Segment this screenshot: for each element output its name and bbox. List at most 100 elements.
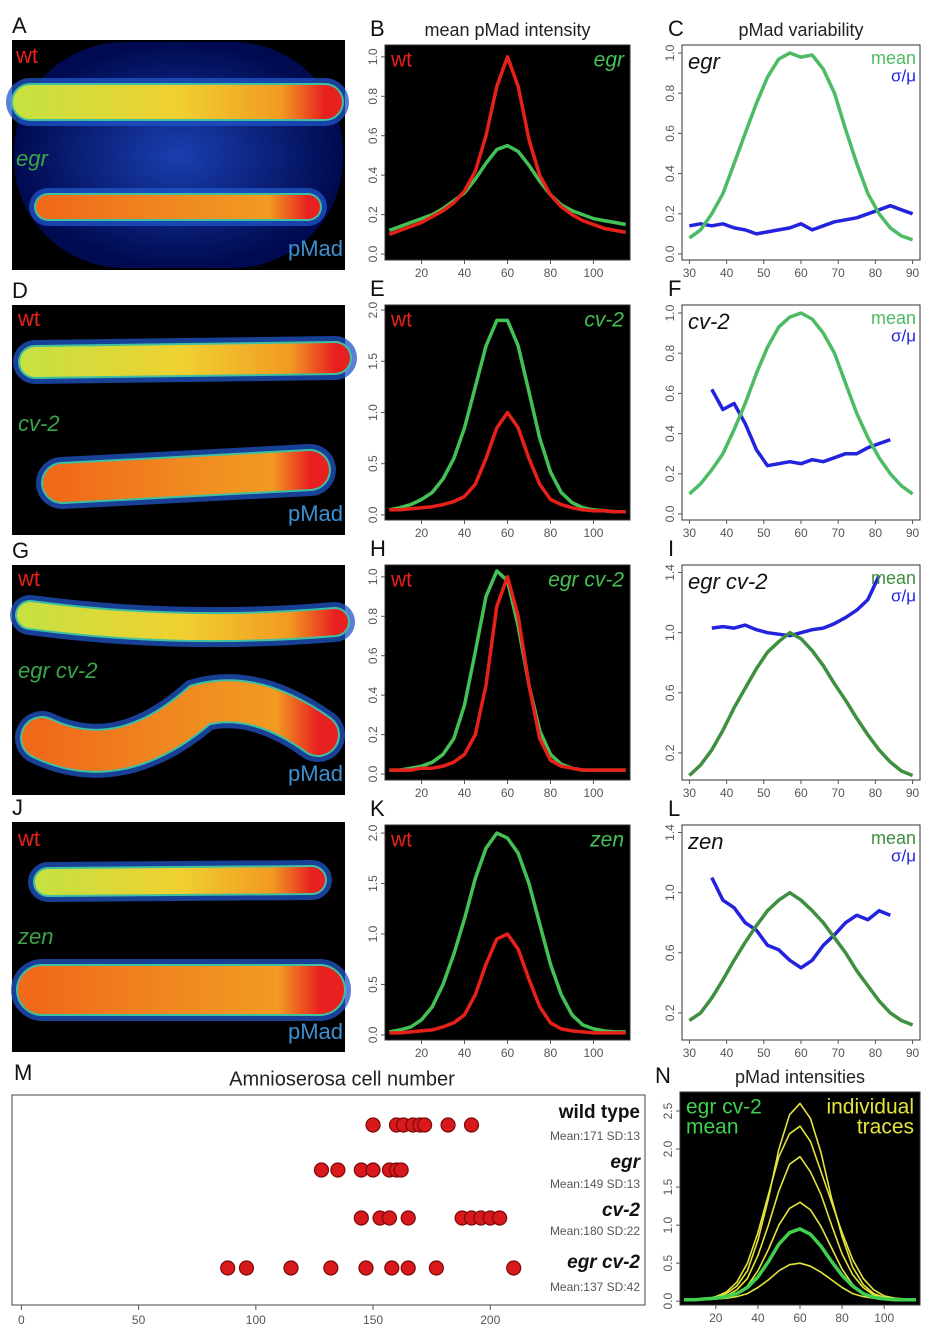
y-tick-label: 0.8 bbox=[366, 88, 380, 105]
y-tick-label: 0.6 bbox=[366, 647, 380, 664]
x-tick-label: 40 bbox=[720, 266, 734, 280]
panel-letter: F bbox=[668, 276, 681, 301]
x-tick-label: 0 bbox=[18, 1313, 25, 1327]
legend-label: egr bbox=[594, 49, 625, 72]
y-tick-label: 0.2 bbox=[663, 1004, 677, 1021]
category-label: cv-2 bbox=[602, 1200, 640, 1221]
x-tick-label: 40 bbox=[458, 1046, 472, 1060]
series-line bbox=[389, 410, 626, 514]
mutant-label: zen bbox=[17, 924, 53, 949]
y-tick-label: 0.0 bbox=[366, 1026, 380, 1043]
chart-title: pMad variability bbox=[738, 20, 863, 40]
y-tick-label: 1.0 bbox=[663, 44, 677, 61]
series-line bbox=[684, 1125, 916, 1301]
x-tick-label: 90 bbox=[906, 266, 920, 280]
legend-label: egr cv-2 bbox=[686, 1096, 762, 1119]
y-tick-label: 2.0 bbox=[661, 1140, 675, 1157]
x-tick-label: 50 bbox=[757, 266, 771, 280]
annotation: zen bbox=[687, 829, 723, 854]
y-tick-label: 0.5 bbox=[366, 455, 380, 472]
x-tick-label: 80 bbox=[869, 526, 883, 540]
legend-label: σ/μ bbox=[891, 66, 916, 85]
series-line bbox=[389, 575, 626, 772]
y-tick-label: 0.5 bbox=[661, 1254, 675, 1271]
series-line bbox=[710, 876, 891, 970]
panel-letter: D bbox=[12, 278, 28, 303]
y-tick-label: 1.0 bbox=[366, 568, 380, 585]
y-tick-label: 0.5 bbox=[366, 976, 380, 993]
x-tick-label: 60 bbox=[501, 1046, 515, 1060]
dot bbox=[393, 1162, 409, 1178]
stats-label: Mean:149 SD:13 bbox=[550, 1177, 640, 1191]
x-tick-label: 100 bbox=[874, 1311, 894, 1325]
x-tick-label: 60 bbox=[501, 266, 515, 280]
panel-letter: K bbox=[370, 796, 385, 821]
x-tick-label: 100 bbox=[583, 526, 603, 540]
x-tick-label: 20 bbox=[415, 1046, 429, 1060]
y-tick-label: 0.6 bbox=[366, 127, 380, 144]
egg-outline bbox=[14, 42, 343, 268]
y-tick-label: 1.4 bbox=[663, 564, 677, 581]
panel-letter: M bbox=[14, 1060, 32, 1085]
legend-label: mean bbox=[871, 828, 916, 848]
dot bbox=[313, 1162, 330, 1178]
x-tick-label: 80 bbox=[544, 266, 558, 280]
embryo-signal bbox=[43, 451, 329, 502]
y-tick-label: 0.2 bbox=[663, 744, 677, 761]
x-tick-label: 60 bbox=[501, 526, 515, 540]
x-tick-label: 100 bbox=[583, 1046, 603, 1060]
dot bbox=[220, 1260, 236, 1276]
dot bbox=[358, 1260, 374, 1276]
x-tick-label: 80 bbox=[835, 1311, 849, 1325]
legend-label: mean bbox=[871, 48, 916, 68]
x-tick-label: 50 bbox=[132, 1313, 146, 1327]
x-tick-label: 70 bbox=[832, 266, 846, 280]
annotation: egr bbox=[688, 49, 721, 74]
plot-area bbox=[681, 564, 921, 781]
x-tick-label: 20 bbox=[415, 266, 429, 280]
series-line bbox=[688, 630, 914, 778]
y-tick-label: 0.4 bbox=[663, 425, 677, 442]
x-tick-label: 60 bbox=[501, 786, 515, 800]
wt-label: wt bbox=[15, 43, 38, 68]
stain-label: pMad bbox=[288, 761, 343, 786]
mutant-label: egr bbox=[16, 146, 49, 171]
x-tick-label: 50 bbox=[757, 786, 771, 800]
x-tick-label: 100 bbox=[583, 266, 603, 280]
y-tick-label: 0.4 bbox=[366, 687, 380, 704]
y-tick-label: 0.6 bbox=[663, 125, 677, 142]
series-line bbox=[388, 55, 627, 237]
category-label: egr bbox=[610, 1152, 641, 1173]
panel-letter: I bbox=[668, 536, 674, 561]
panel-letter: J bbox=[12, 795, 23, 820]
mutant-label: cv-2 bbox=[18, 411, 60, 436]
y-tick-label: 0.8 bbox=[663, 85, 677, 102]
x-tick-label: 40 bbox=[720, 526, 734, 540]
y-tick-label: 1.0 bbox=[663, 884, 677, 901]
category-label: egr cv-2 bbox=[567, 1252, 640, 1273]
y-tick-label: 1.0 bbox=[663, 304, 677, 321]
series-line bbox=[684, 1102, 916, 1301]
stats-label: Mean:180 SD:22 bbox=[550, 1224, 640, 1238]
legend-label: wt bbox=[390, 829, 412, 852]
x-tick-label: 60 bbox=[793, 1311, 807, 1325]
dot bbox=[400, 1210, 416, 1226]
series-line bbox=[688, 311, 914, 496]
y-tick-label: 0.0 bbox=[366, 765, 380, 782]
y-tick-label: 0.2 bbox=[366, 206, 380, 223]
x-tick-label: 100 bbox=[583, 786, 603, 800]
legend-label: cv-2 bbox=[584, 309, 624, 332]
y-tick-label: 0.8 bbox=[366, 608, 380, 625]
y-tick-label: 0.2 bbox=[366, 726, 380, 743]
dot bbox=[440, 1117, 456, 1133]
x-tick-label: 100 bbox=[246, 1313, 266, 1327]
dot bbox=[353, 1210, 369, 1226]
x-tick-label: 60 bbox=[794, 786, 808, 800]
panel-letter: H bbox=[370, 536, 386, 561]
stats-label: Mean:171 SD:13 bbox=[550, 1129, 640, 1143]
legend-label: wt bbox=[390, 569, 412, 592]
x-tick-label: 50 bbox=[757, 1046, 771, 1060]
mutant-label: egr cv-2 bbox=[18, 658, 97, 683]
x-tick-label: 40 bbox=[458, 526, 472, 540]
plot-area bbox=[384, 564, 631, 781]
